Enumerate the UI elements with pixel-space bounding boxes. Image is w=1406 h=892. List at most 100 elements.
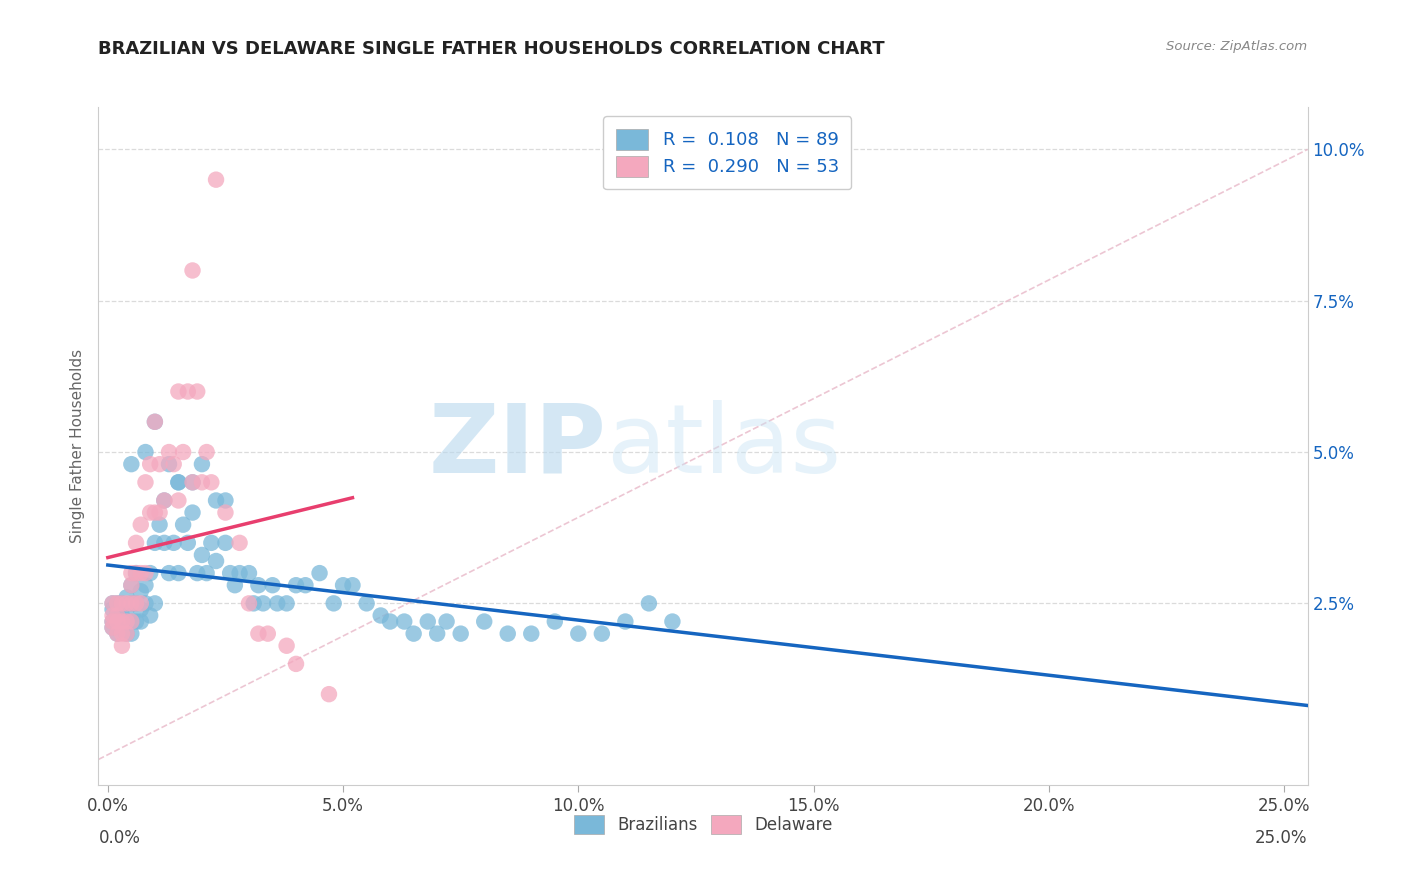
- Point: [181, 475, 204, 490]
- Text: atlas: atlas: [606, 400, 841, 492]
- Point: [262, 578, 284, 592]
- Point: [157, 457, 180, 471]
- Point: [125, 615, 148, 629]
- Point: [157, 566, 180, 581]
- Point: [294, 578, 316, 592]
- Point: [378, 615, 401, 629]
- Point: [111, 615, 134, 629]
- Point: [285, 578, 308, 592]
- Point: [205, 554, 228, 568]
- Point: [228, 536, 250, 550]
- Point: [134, 596, 156, 610]
- Point: [115, 596, 138, 610]
- Point: [120, 596, 142, 610]
- Point: [129, 596, 152, 610]
- Point: [143, 415, 166, 429]
- Y-axis label: Single Father Households: Single Father Households: [69, 349, 84, 543]
- Point: [276, 639, 298, 653]
- Point: [214, 536, 236, 550]
- Point: [426, 626, 449, 640]
- Point: [224, 578, 246, 592]
- Point: [172, 517, 194, 532]
- Point: [247, 626, 270, 640]
- Point: [219, 566, 242, 581]
- Point: [256, 626, 278, 640]
- Point: [105, 615, 128, 629]
- Point: [143, 506, 166, 520]
- Point: [143, 536, 166, 550]
- Point: [125, 536, 148, 550]
- Point: [195, 566, 218, 581]
- Point: [139, 608, 162, 623]
- Point: [105, 626, 128, 640]
- Point: [181, 263, 204, 277]
- Point: [238, 596, 260, 610]
- Point: [120, 626, 142, 640]
- Point: [356, 596, 378, 610]
- Text: ZIP: ZIP: [429, 400, 606, 492]
- Point: [266, 596, 288, 610]
- Point: [167, 566, 190, 581]
- Point: [436, 615, 458, 629]
- Point: [318, 687, 340, 701]
- Point: [105, 596, 128, 610]
- Point: [163, 457, 186, 471]
- Point: [205, 172, 228, 186]
- Text: 25.0%: 25.0%: [1256, 829, 1308, 847]
- Point: [115, 591, 138, 605]
- Point: [101, 621, 124, 635]
- Point: [567, 626, 589, 640]
- Point: [134, 475, 156, 490]
- Point: [172, 445, 194, 459]
- Point: [101, 615, 124, 629]
- Point: [163, 536, 186, 550]
- Point: [115, 602, 138, 616]
- Point: [101, 602, 124, 616]
- Point: [143, 596, 166, 610]
- Point: [181, 475, 204, 490]
- Point: [322, 596, 344, 610]
- Point: [153, 493, 176, 508]
- Point: [101, 608, 124, 623]
- Point: [167, 384, 190, 399]
- Point: [120, 578, 142, 592]
- Point: [242, 596, 264, 610]
- Point: [520, 626, 543, 640]
- Point: [120, 457, 142, 471]
- Point: [205, 493, 228, 508]
- Point: [238, 566, 260, 581]
- Point: [544, 615, 567, 629]
- Point: [186, 384, 208, 399]
- Point: [638, 596, 661, 610]
- Point: [186, 566, 208, 581]
- Point: [214, 506, 236, 520]
- Point: [111, 596, 134, 610]
- Point: [614, 615, 637, 629]
- Point: [191, 475, 214, 490]
- Point: [125, 566, 148, 581]
- Point: [134, 578, 156, 592]
- Point: [101, 596, 124, 610]
- Point: [129, 602, 152, 616]
- Point: [101, 596, 124, 610]
- Point: [111, 615, 134, 629]
- Point: [342, 578, 364, 592]
- Legend: Brazilians, Delaware: Brazilians, Delaware: [564, 805, 842, 845]
- Point: [177, 384, 200, 399]
- Point: [129, 566, 152, 581]
- Point: [591, 626, 613, 640]
- Point: [416, 615, 439, 629]
- Point: [139, 457, 162, 471]
- Point: [111, 596, 134, 610]
- Point: [101, 615, 124, 629]
- Text: 0.0%: 0.0%: [98, 829, 141, 847]
- Point: [120, 615, 142, 629]
- Point: [402, 626, 425, 640]
- Point: [149, 506, 172, 520]
- Point: [105, 615, 128, 629]
- Point: [308, 566, 330, 581]
- Point: [120, 566, 142, 581]
- Point: [177, 536, 200, 550]
- Point: [134, 445, 156, 459]
- Point: [247, 578, 270, 592]
